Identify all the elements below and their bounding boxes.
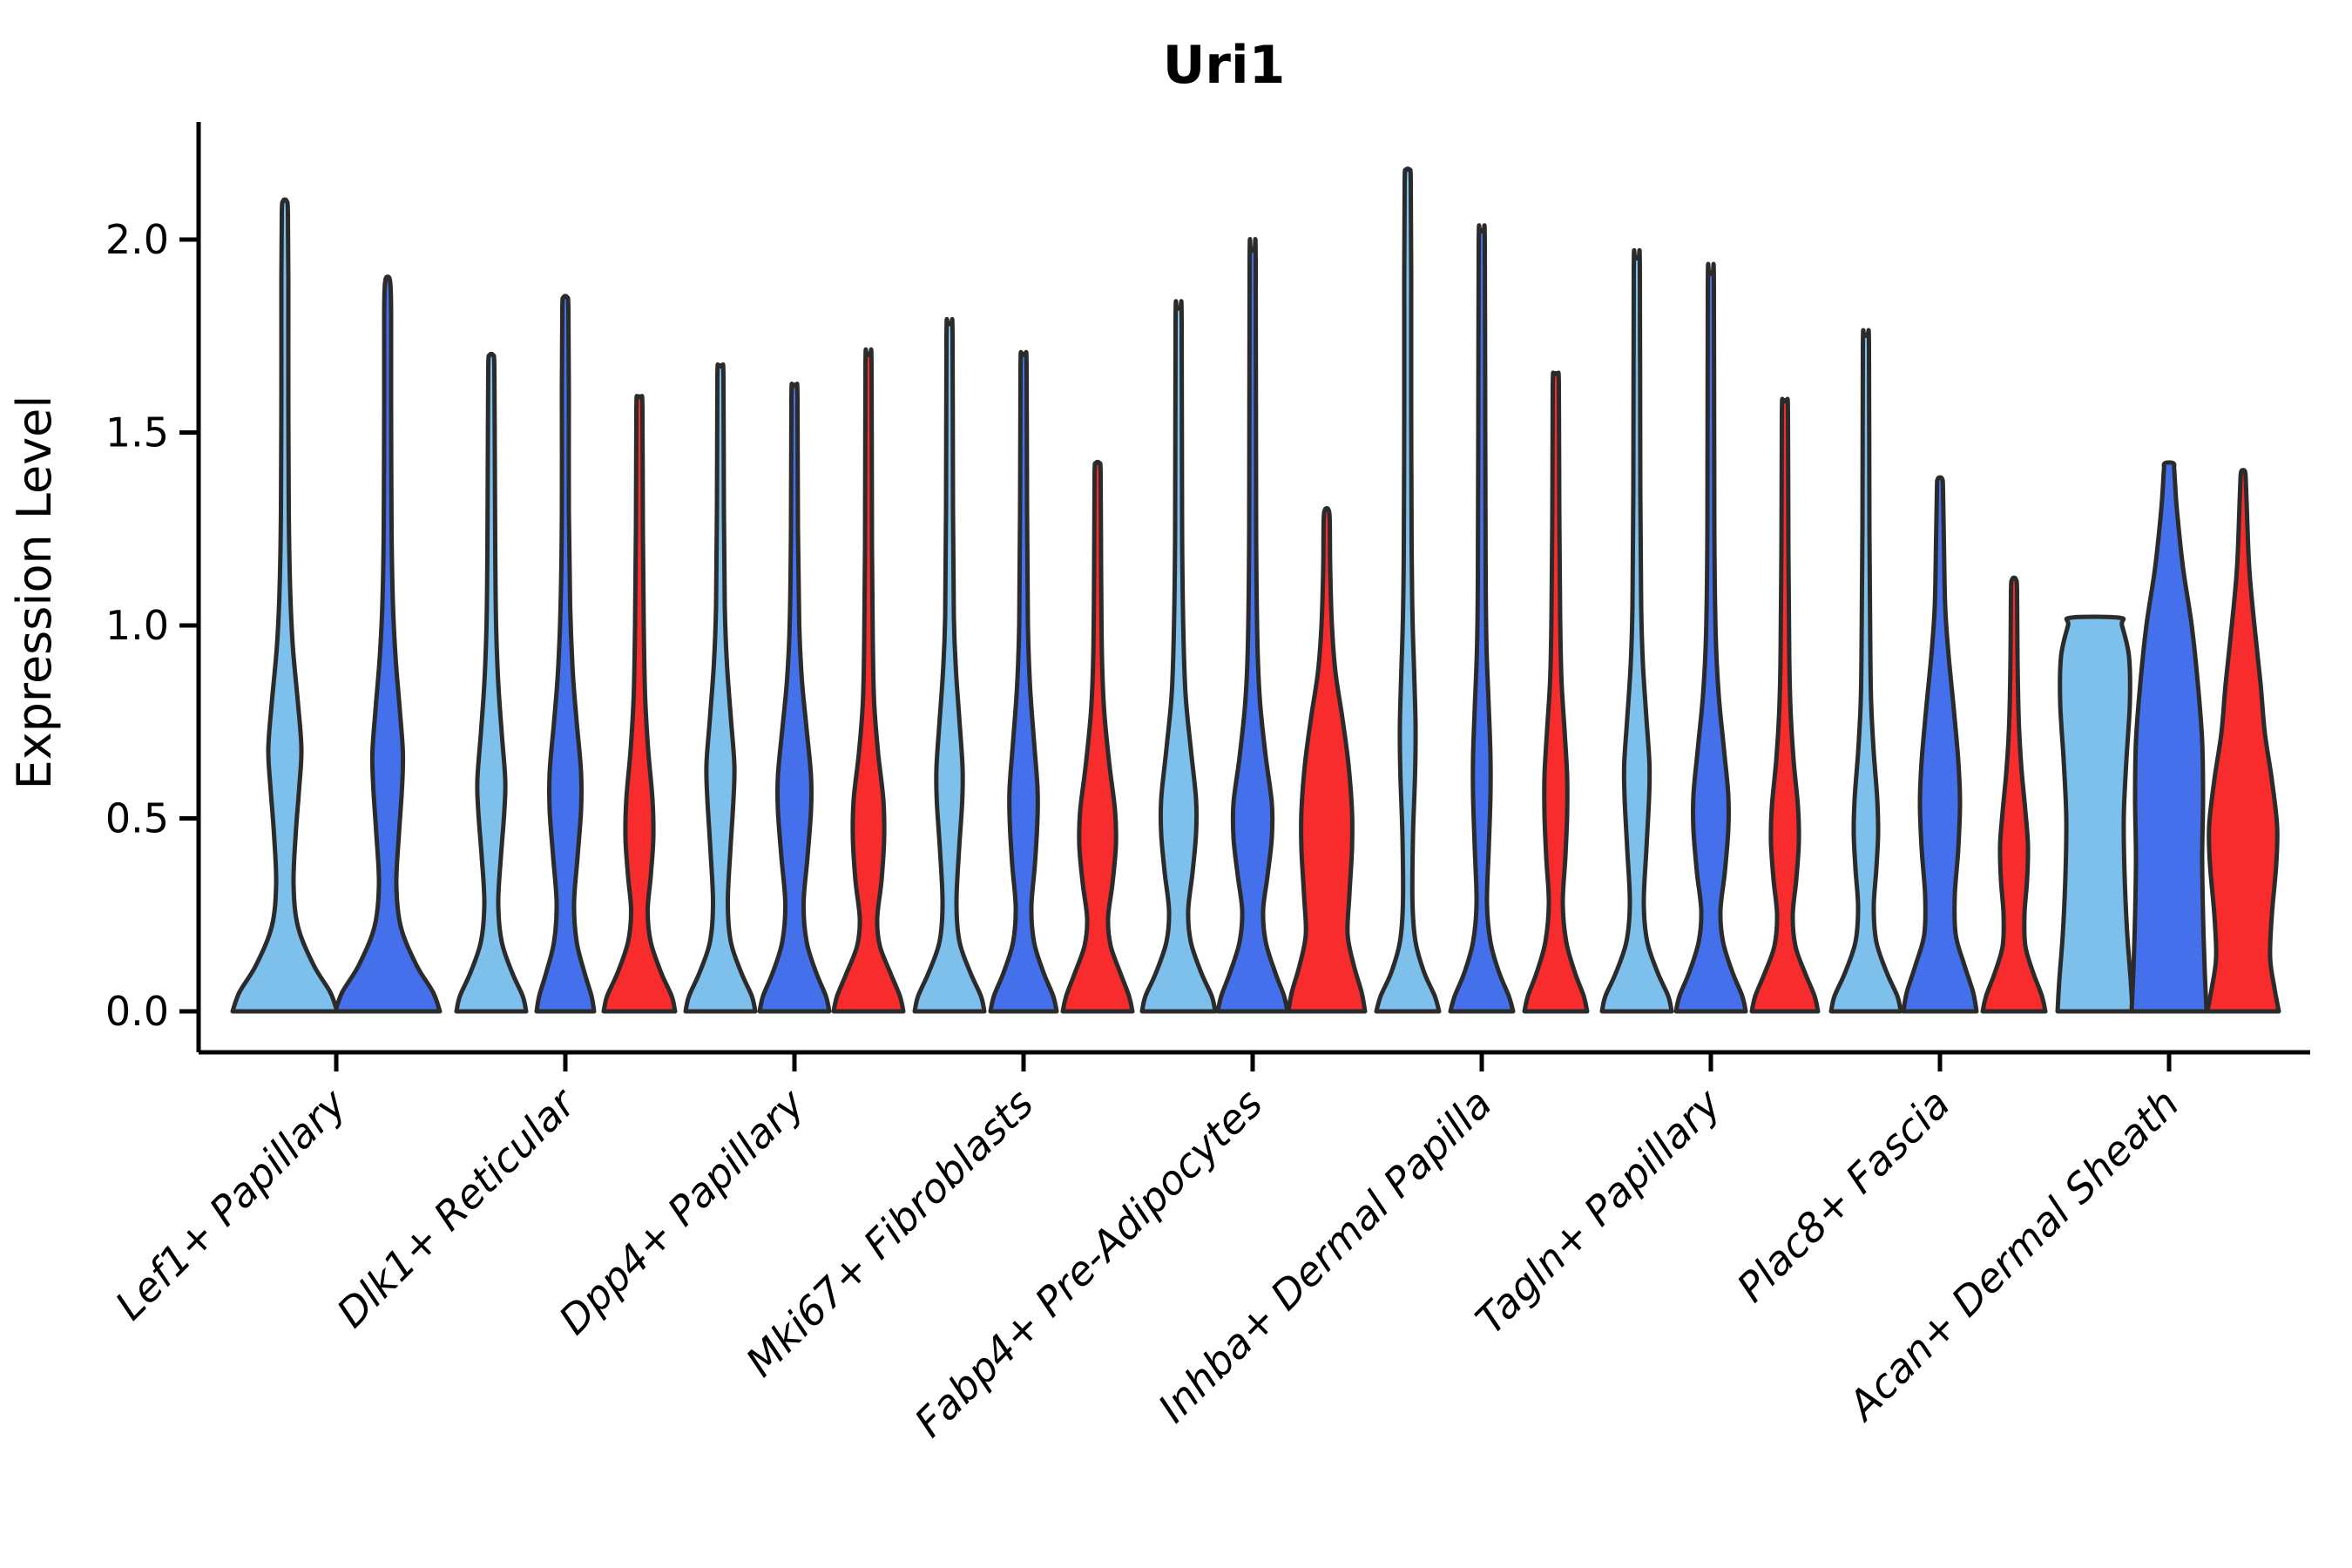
violin-fabp4-pre-adipocytes-dark_blue xyxy=(1215,237,1290,1014)
violin-tagln-papillary-light_blue xyxy=(1599,247,1674,1014)
violin-mki67-fibroblasts-red xyxy=(1060,459,1135,1014)
violin-dpp4-papillary-red xyxy=(831,347,906,1014)
violin-inhba-dermal-papilla-red xyxy=(1522,370,1590,1014)
x-tick-label-tagln-papillary: Tagln+ Papillary xyxy=(1466,1079,1730,1343)
x-tick-label-dpp4-papillary: Dpp4+ Papillary xyxy=(550,1079,814,1343)
violin-mki67-fibroblasts-light_blue xyxy=(912,317,987,1014)
violin-tagln-papillary-red xyxy=(1749,396,1821,1014)
violin-dlk1-reticular-dark_blue xyxy=(534,294,597,1014)
violin-lef1-papillary-dark_blue xyxy=(333,274,443,1014)
violins xyxy=(230,166,2281,1014)
violin-fabp4-pre-adipocytes-light_blue xyxy=(1139,299,1218,1014)
violin-dpp4-papillary-light_blue xyxy=(683,362,758,1014)
violin-mki67-fibroblasts-dark_blue xyxy=(988,349,1059,1014)
violin-tagln-papillary-dark_blue xyxy=(1673,261,1748,1014)
violin-fabp4-pre-adipocytes-red xyxy=(1286,505,1368,1014)
violin-plac8-fascia-dark_blue xyxy=(1901,475,1979,1014)
y-tick-label: 1.0 xyxy=(105,602,169,649)
violin-inhba-dermal-papilla-light_blue xyxy=(1374,166,1442,1014)
chart-title: Uri1 xyxy=(1163,35,1286,96)
y-tick-label: 2.0 xyxy=(105,216,169,263)
y-axis-label: Expression Level xyxy=(7,395,62,790)
violin-plac8-fascia-light_blue xyxy=(1828,328,1903,1014)
violin-acan-dermal-sheath-dark_blue xyxy=(2129,460,2209,1014)
violin-acan-dermal-sheath-light_blue xyxy=(2055,614,2135,1014)
violin-lef1-papillary-light_blue xyxy=(230,197,340,1014)
violin-dlk1-reticular-red xyxy=(601,394,678,1014)
y-tick-label: 0.0 xyxy=(105,988,169,1035)
x-tick-label-plac8-fascia: Plac8+ Fascia xyxy=(1727,1080,1958,1311)
y-tick-label: 0.5 xyxy=(105,795,169,842)
y-tick-label: 1.5 xyxy=(105,409,169,456)
violin-acan-dermal-sheath-red xyxy=(2205,468,2281,1014)
violin-dlk1-reticular-light_blue xyxy=(454,351,529,1014)
x-tick-label-dlk1-reticular: Dlk1+ Reticular xyxy=(328,1078,586,1336)
x-tick-label-lef1-papillary: Lef1+ Papillary xyxy=(106,1079,355,1328)
violin-plac8-fascia-red xyxy=(1980,575,2048,1014)
violin-dpp4-papillary-dark_blue xyxy=(757,382,832,1014)
violin-inhba-dermal-papilla-dark_blue xyxy=(1448,223,1516,1014)
